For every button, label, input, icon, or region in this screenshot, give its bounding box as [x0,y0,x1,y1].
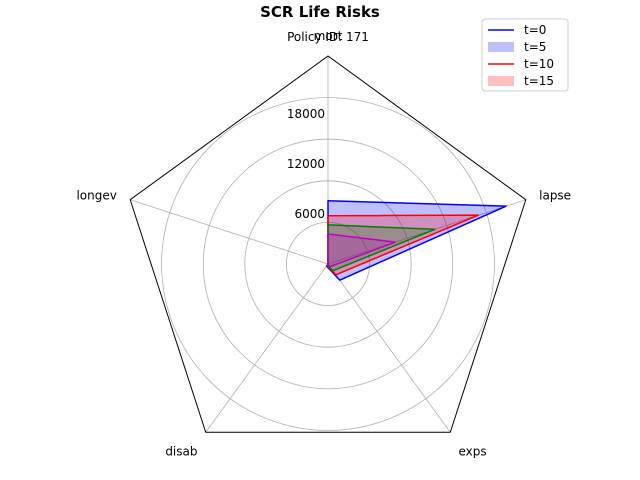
chart-subtitle: Policy ID: 171 [287,30,369,44]
series-area [327,234,396,267]
grid-spoke [205,263,329,433]
r-tick-label: 12000 [287,157,325,171]
legend-frame [481,18,569,92]
legend-label: t=15 [524,74,554,88]
radar-series [325,200,507,281]
r-tick-label: 6000 [294,207,325,221]
grid-spoke [327,263,451,433]
series-line [327,233,397,268]
legend-label: t=0 [524,23,546,37]
chart-title: SCR Life Risks [260,3,380,21]
axis-label-lapse: lapse [539,188,571,202]
grid-spoke [130,199,329,265]
legend-label: t=10 [524,57,554,71]
legend-label: t=5 [524,40,546,54]
legend-patch-swatch [488,76,514,86]
axis-label-longev: longev [76,188,116,202]
axis-label-disab: disab [165,445,197,459]
r-tick-label: 18000 [287,107,325,121]
axis-label-exps: exps [458,445,486,459]
axis-label-mort: mort [314,29,343,43]
radar-grid [129,55,527,433]
legend-patch-swatch [488,42,514,52]
radar-frame [129,55,527,433]
series-area [327,215,479,275]
legend: t=0 t=5 t=10 t=15 [481,18,569,92]
radar-labels: 6000 12000 18000 mort lapse exps disab longev [76,29,571,459]
